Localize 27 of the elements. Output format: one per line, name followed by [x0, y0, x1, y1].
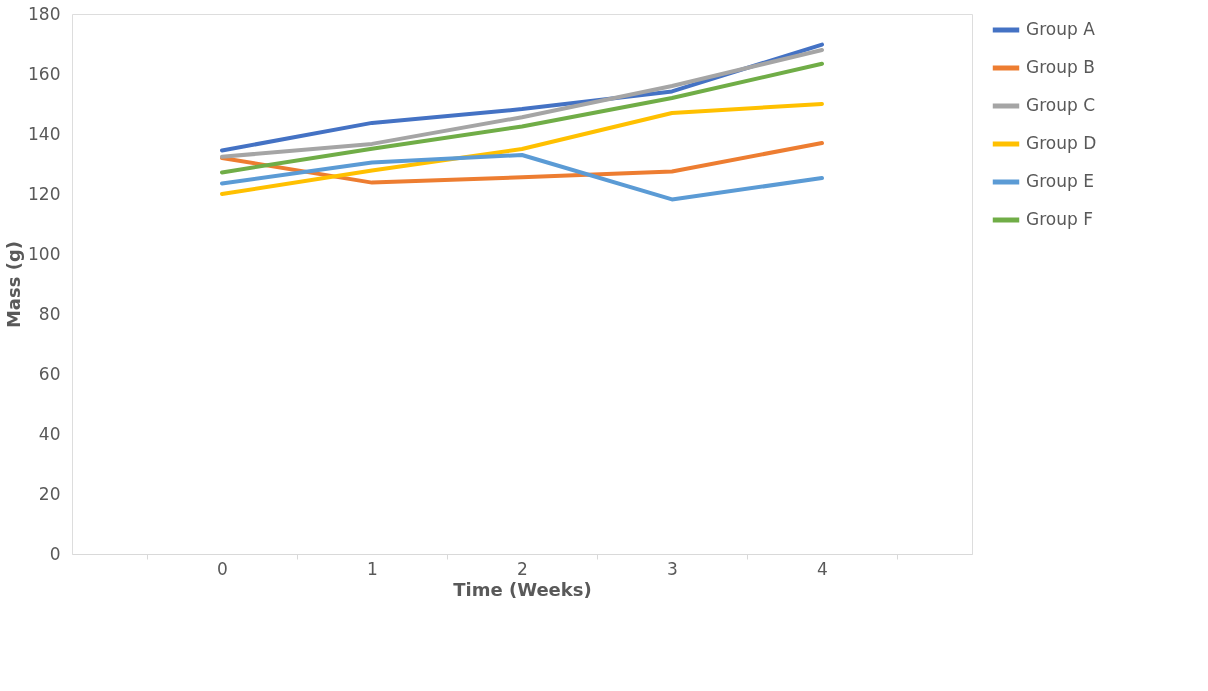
y-tick-label: 80 — [38, 303, 61, 324]
y-axis-title: Mass (g) — [3, 240, 25, 329]
y-tick-label: 160 — [28, 63, 61, 84]
x-tick-label: 3 — [667, 558, 678, 579]
y-tick-label: 120 — [28, 183, 61, 204]
line-series — [220, 102, 824, 196]
line-series — [220, 153, 824, 202]
x-axis-title: Time (Weeks) — [453, 578, 592, 600]
line-series — [220, 61, 824, 175]
legend-label: Group C — [1026, 95, 1096, 115]
legend-label: Group A — [1026, 19, 1096, 39]
y-tick-label: 180 — [28, 3, 61, 24]
y-tick-label: 60 — [38, 363, 61, 384]
x-tick-label: 2 — [517, 558, 528, 579]
y-tick-label: 140 — [28, 123, 61, 144]
legend-label: Group E — [1026, 171, 1094, 191]
y-tick-label: 100 — [28, 243, 61, 264]
legend-label: Group D — [1026, 133, 1097, 153]
y-tick-label: 20 — [38, 483, 61, 504]
x-tick-label: 4 — [817, 558, 828, 579]
legend-label: Group F — [1026, 209, 1093, 229]
x-tick-label: 0 — [217, 558, 228, 579]
y-tick-label: 40 — [38, 423, 61, 444]
line-series — [220, 141, 824, 185]
x-tick-label: 1 — [367, 558, 378, 579]
y-tick-label: 0 — [49, 543, 61, 564]
legend-label: Group B — [1026, 57, 1095, 77]
